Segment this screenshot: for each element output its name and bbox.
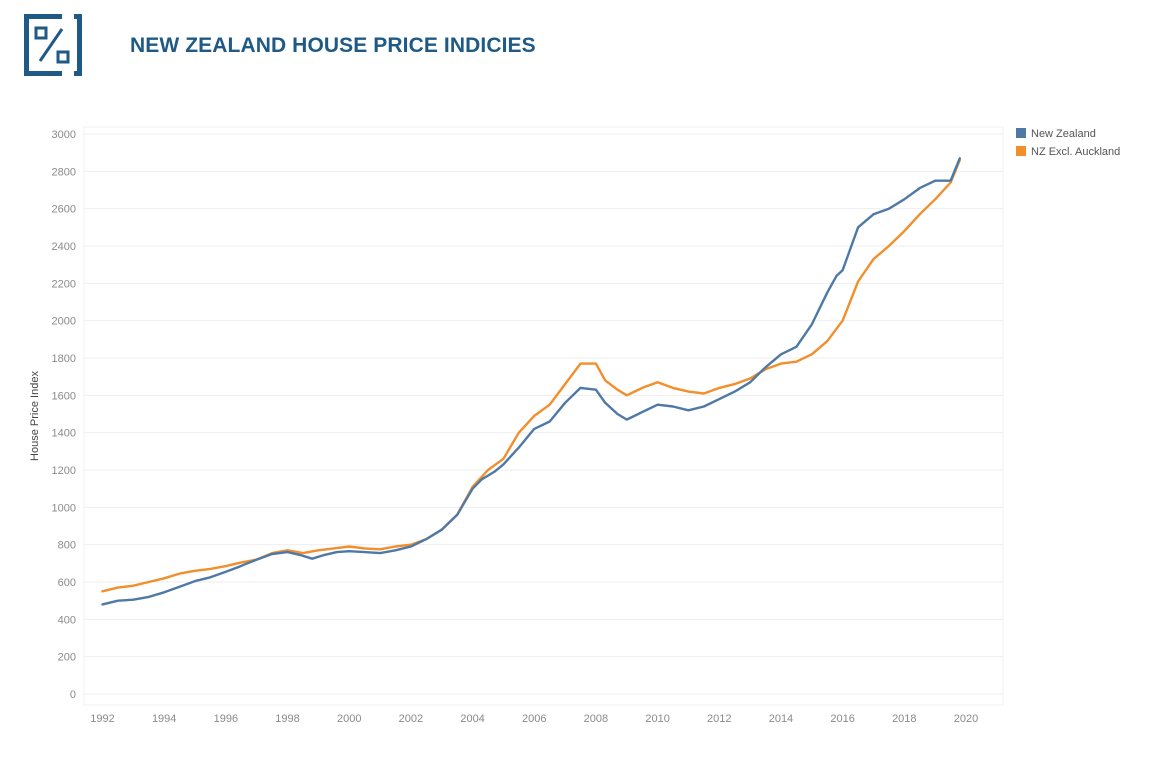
y-tick-label: 0	[70, 689, 76, 701]
y-tick-label: 400	[58, 614, 76, 626]
y-tick-label: 600	[58, 577, 76, 589]
x-tick-label: 2002	[399, 713, 423, 725]
y-tick-label: 200	[58, 652, 76, 664]
series-line-new-zealand	[101, 157, 961, 606]
brand-logo-icon	[24, 14, 82, 76]
x-tick-label: 2010	[645, 713, 669, 725]
x-tick-label: 2020	[954, 713, 978, 725]
y-tick-label: 2600	[52, 204, 76, 216]
plot-frame	[83, 126, 1004, 706]
y-tick-label: 1800	[52, 353, 76, 365]
page-title: NEW ZEALAND HOUSE PRICE INDICIES	[130, 34, 536, 57]
x-tick-label: 2016	[830, 713, 854, 725]
y-tick-label: 1600	[52, 390, 76, 402]
x-tick-label: 2004	[460, 713, 484, 725]
x-tick-label: 1992	[90, 713, 114, 725]
y-tick-label: 800	[58, 540, 76, 552]
y-tick-label: 1000	[52, 502, 76, 514]
legend-swatch	[1016, 146, 1026, 156]
y-tick-label: 3000	[52, 129, 76, 141]
x-tick-label: 2006	[522, 713, 546, 725]
x-tick-label: 2012	[707, 713, 731, 725]
legend-label: New Zealand	[1031, 128, 1096, 140]
series-line-nz-excl-auckland	[101, 158, 961, 593]
x-tick-label: 1998	[275, 713, 299, 725]
y-tick-label: 2200	[52, 278, 76, 290]
x-tick-label: 2000	[337, 713, 361, 725]
y-tick-label: 1400	[52, 428, 76, 440]
x-tick-label: 1996	[214, 713, 238, 725]
x-tick-label: 2008	[584, 713, 608, 725]
legend-label: NZ Excl. Auckland	[1031, 146, 1120, 158]
x-tick-label: 2014	[769, 713, 793, 725]
x-tick-label: 2018	[892, 713, 916, 725]
y-tick-label: 2400	[52, 241, 76, 253]
y-tick-label: 1200	[52, 465, 76, 477]
legend-swatch	[1016, 128, 1026, 138]
y-axis-title: House Price Index	[29, 371, 41, 461]
x-tick-label: 1994	[152, 713, 176, 725]
y-tick-label: 2000	[52, 316, 76, 328]
y-tick-label: 2800	[52, 166, 76, 178]
